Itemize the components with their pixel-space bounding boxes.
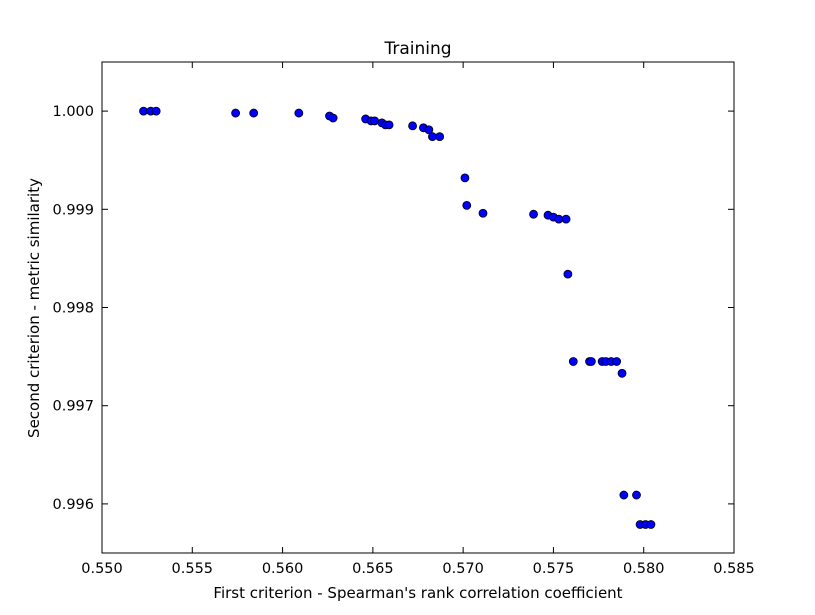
scatter-point [460, 173, 470, 183]
scatter-point [151, 106, 161, 116]
scatter-point [231, 108, 241, 118]
y-axis-ticks: 0.996 0.997 0.998 0.999 1.000 [52, 104, 734, 513]
x-tick-label: 0.575 [533, 561, 575, 577]
scatter-point [384, 120, 394, 130]
chart-title: Training [383, 39, 451, 59]
x-axis-title: First criterion - Spearman's rank correl… [213, 584, 622, 602]
scatter-point [617, 368, 627, 378]
scatter-point [428, 132, 437, 142]
scatter-point [561, 214, 571, 224]
scatter-point [632, 490, 641, 500]
y-tick-label: 0.999 [52, 202, 94, 218]
scatter-point [529, 209, 538, 219]
scatter-point [554, 214, 564, 224]
scatter-point [612, 357, 622, 366]
scatter-point [462, 200, 472, 210]
scatter-point [139, 106, 148, 116]
x-tick-label: 0.560 [262, 561, 304, 577]
scatter-point [370, 116, 380, 126]
scatter-point [646, 520, 656, 529]
scatter-point [294, 108, 304, 118]
y-axis-title: Second criterion - metric similarity [25, 178, 43, 438]
x-axis-ticks: 0.550 0.555 0.560 0.565 0.570 0.575 0.580 0.585 [81, 62, 755, 577]
data-points [139, 106, 656, 529]
x-tick-label: 0.585 [713, 561, 755, 577]
scatter-point [478, 208, 488, 218]
x-tick-label: 0.580 [623, 561, 665, 577]
x-tick-label: 0.570 [442, 561, 484, 577]
plot-area [102, 62, 734, 553]
scatter-point [424, 125, 434, 135]
scatter-point [586, 357, 596, 366]
scatter-point [435, 132, 445, 142]
scatter-point [408, 121, 417, 131]
scatter-point [563, 269, 573, 279]
y-tick-label: 0.998 [52, 301, 94, 317]
scatter-point [328, 113, 338, 123]
y-tick-label: 0.997 [52, 399, 94, 415]
y-tick-label: 0.996 [52, 497, 94, 513]
x-tick-label: 0.555 [172, 561, 214, 577]
scatter-point [619, 490, 629, 500]
scatter-point [249, 108, 259, 118]
scatter-point [568, 357, 578, 366]
x-tick-label: 0.565 [352, 561, 394, 577]
y-tick-label: 1.000 [52, 104, 94, 120]
x-tick-label: 0.550 [81, 561, 123, 577]
plot-frame [101, 61, 735, 554]
